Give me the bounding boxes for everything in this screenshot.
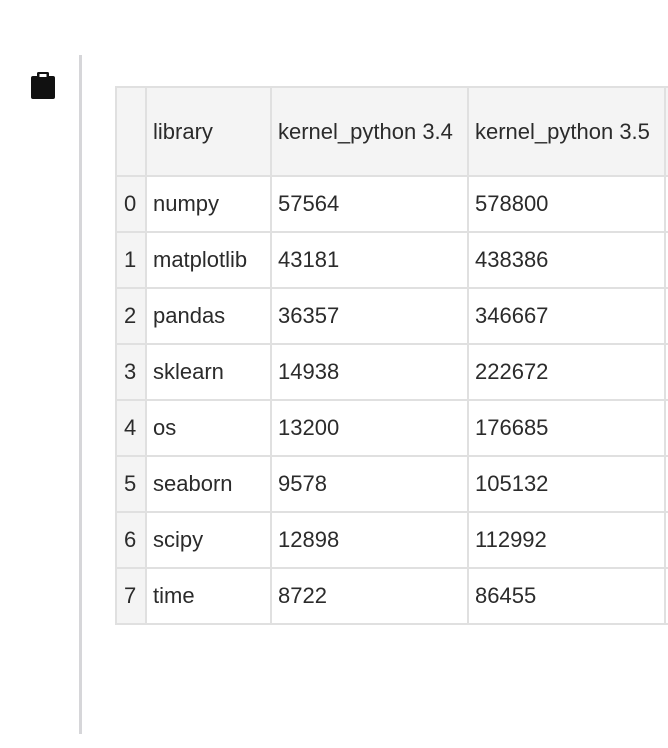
clipped-cell [664, 399, 668, 457]
library-cell: numpy [145, 175, 272, 233]
row-index: 2 [115, 287, 147, 345]
kernel-python-3-5-cell: 222672 [467, 343, 666, 401]
kernel-python-3-5-cell: 578800 [467, 175, 666, 233]
header-row: library kernel_python 3.4 kernel_python … [115, 86, 668, 177]
table-row: 6 scipy 12898 112992 [115, 511, 668, 569]
kernel-python-3-4-cell: 8722 [270, 567, 469, 625]
kernel-python-3-5-cell: 438386 [467, 231, 666, 289]
clipped-cell [664, 287, 668, 345]
row-index: 4 [115, 399, 147, 457]
table-row: 7 time 8722 86455 [115, 567, 668, 625]
table-row: 2 pandas 36357 346667 [115, 287, 668, 345]
row-index: 7 [115, 567, 147, 625]
row-index: 6 [115, 511, 147, 569]
kernel-python-3-5-cell: 176685 [467, 399, 666, 457]
row-index: 5 [115, 455, 147, 513]
kernel-python-3-4-cell: 14938 [270, 343, 469, 401]
clipped-cell [664, 511, 668, 569]
library-cell: pandas [145, 287, 272, 345]
clipped-cell [664, 231, 668, 289]
kernel-python-3-4-cell: 57564 [270, 175, 469, 233]
kernel-python-3-4-cell: 9578 [270, 455, 469, 513]
library-cell: seaborn [145, 455, 272, 513]
library-cell: scipy [145, 511, 272, 569]
kernel-python-3-4-cell: 13200 [270, 399, 469, 457]
index-header [115, 86, 147, 177]
row-index: 0 [115, 175, 147, 233]
kernel-python-3-5-cell: 105132 [467, 455, 666, 513]
kernel-python-3-4-cell: 43181 [270, 231, 469, 289]
cell-selection-bar [79, 55, 82, 734]
row-index: 3 [115, 343, 147, 401]
clipped-cell [664, 567, 668, 625]
clipboard-icon[interactable] [31, 72, 55, 99]
library-cell: matplotlib [145, 231, 272, 289]
table-row: 5 seaborn 9578 105132 [115, 455, 668, 513]
kernel-python-3-5-cell: 86455 [467, 567, 666, 625]
kernel-python-3-4-cell: 12898 [270, 511, 469, 569]
library-cell: sklearn [145, 343, 272, 401]
column-header-kernel-python-3-5: kernel_python 3.5 [467, 86, 666, 177]
column-header-kernel-python-3-4: kernel_python 3.4 [270, 86, 469, 177]
table-row: 3 sklearn 14938 222672 [115, 343, 668, 401]
clipped-cell [664, 343, 668, 401]
kernel-python-3-5-cell: 112992 [467, 511, 666, 569]
kernel-python-3-5-cell: 346667 [467, 287, 666, 345]
table-row: 4 os 13200 176685 [115, 399, 668, 457]
column-header-library: library [145, 86, 272, 177]
column-header-clipped [664, 86, 668, 177]
row-index: 1 [115, 231, 147, 289]
table-row: 1 matplotlib 43181 438386 [115, 231, 668, 289]
table-row: 0 numpy 57564 578800 [115, 175, 668, 233]
clipped-cell [664, 175, 668, 233]
library-cell: os [145, 399, 272, 457]
dataframe-table: library kernel_python 3.4 kernel_python … [115, 86, 668, 625]
output-area[interactable]: library kernel_python 3.4 kernel_python … [115, 86, 668, 625]
library-cell: time [145, 567, 272, 625]
clipped-cell [664, 455, 668, 513]
kernel-python-3-4-cell: 36357 [270, 287, 469, 345]
